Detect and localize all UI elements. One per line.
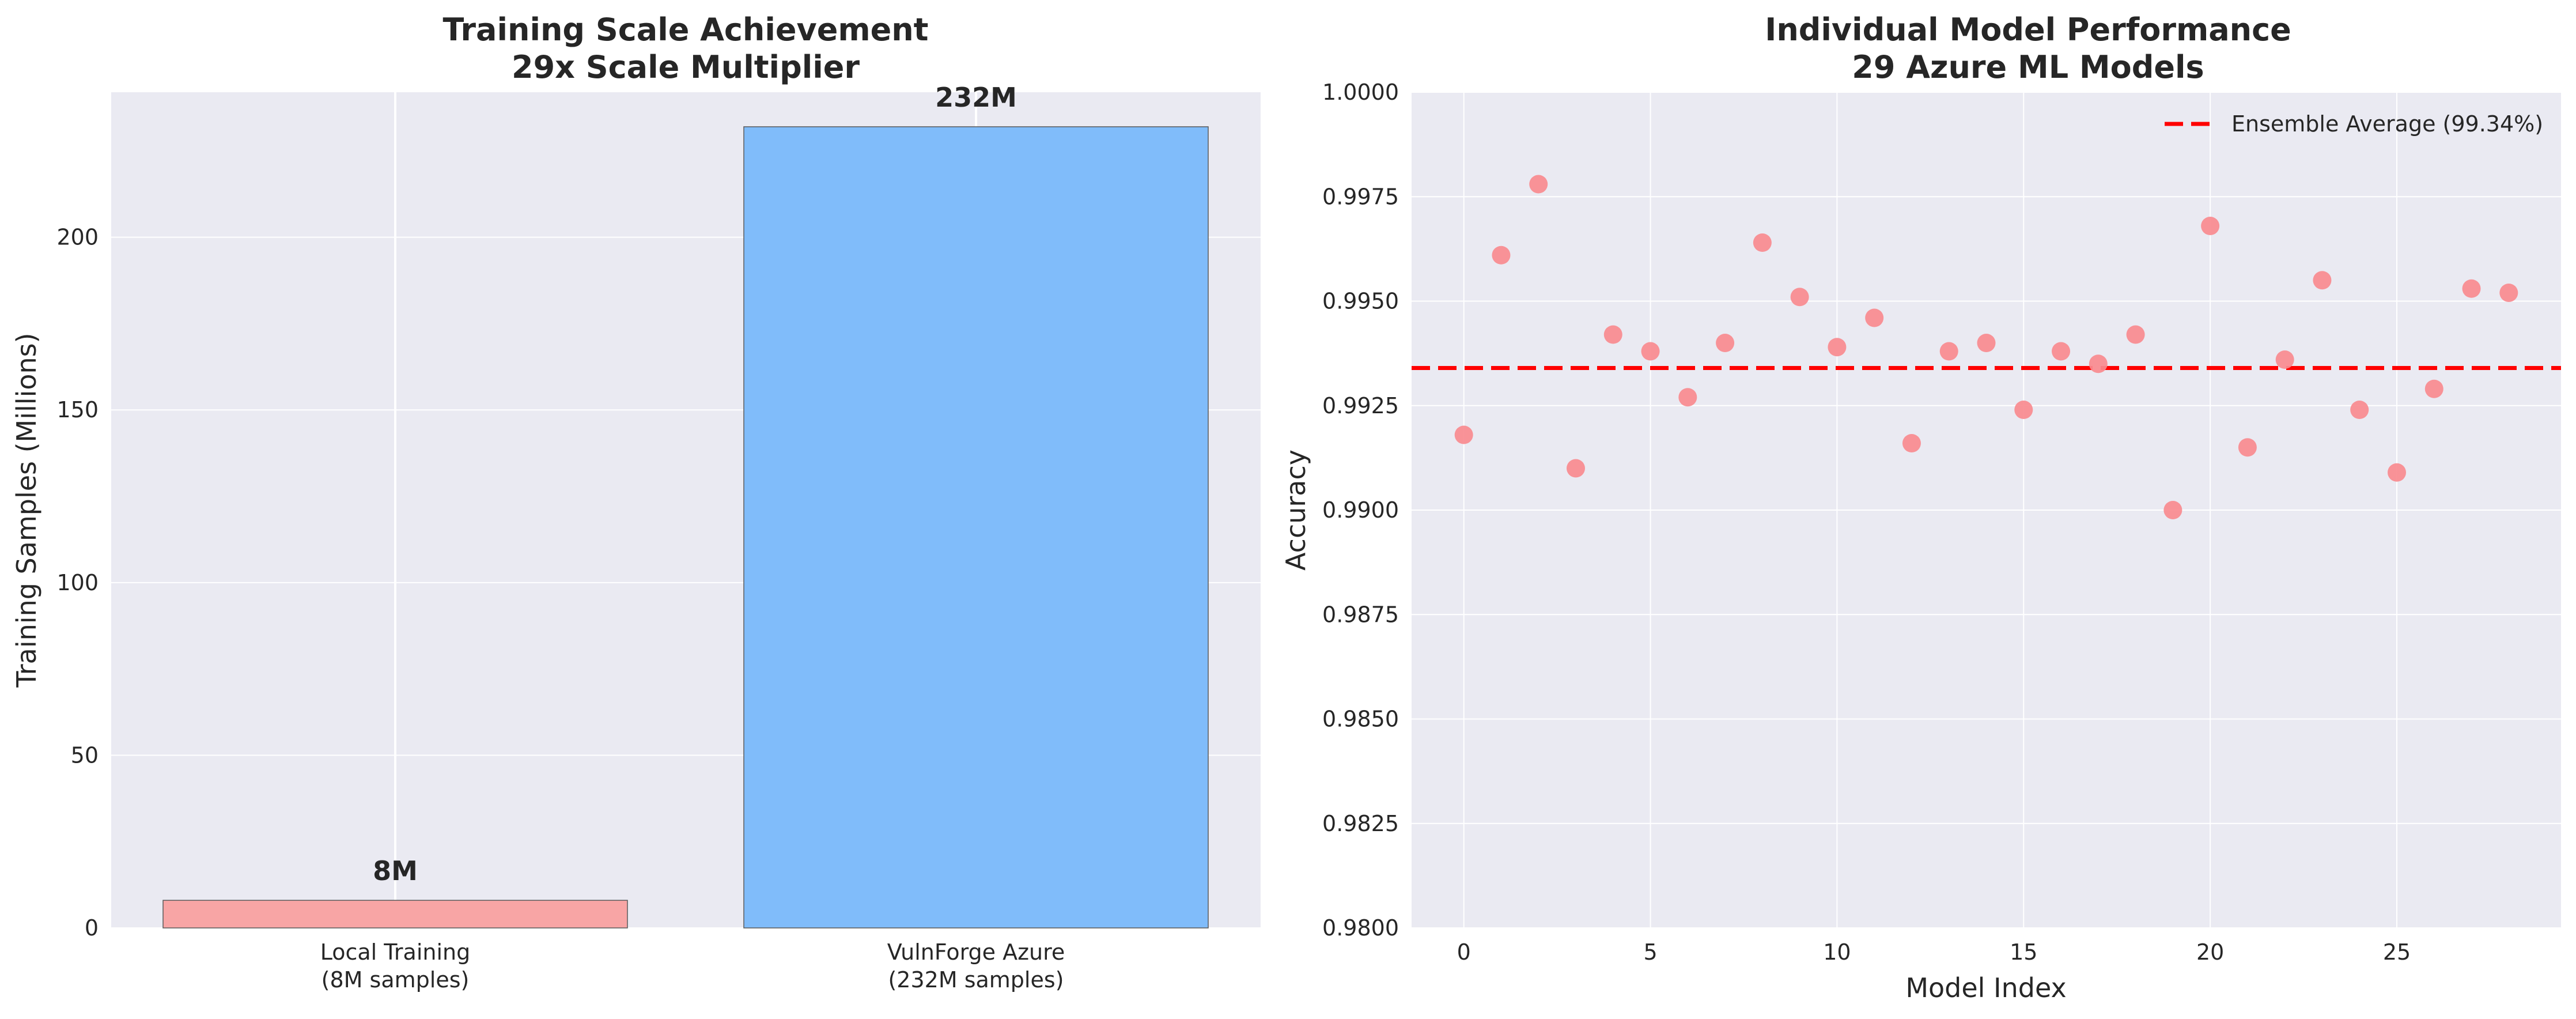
scatter-point — [1716, 334, 1735, 352]
scatter-point — [2163, 501, 2182, 519]
scatter-point — [2014, 401, 2033, 419]
scatter-chart-panel: Individual Model Performance 29 Azure ML… — [1280, 12, 2561, 1003]
y-tick-label: 0.9950 — [1322, 289, 1399, 314]
bar-value-label: 8M — [373, 855, 418, 886]
scatter-point — [1828, 338, 1847, 357]
y-tick-label: 0.9875 — [1322, 602, 1399, 627]
scatter-chart-x-ticks: 0 5 10 15 20 25 — [1457, 939, 2411, 965]
scatter-point — [2275, 350, 2294, 369]
scatter-point — [1939, 342, 1958, 361]
scatter-chart-y-axis-label: Accuracy — [1280, 450, 1311, 571]
bar-chart-bars — [162, 126, 1209, 929]
scatter-chart-title: Individual Model Performance — [1765, 12, 2291, 48]
x-tick-label: VulnForge Azure — [887, 939, 1065, 965]
scatter-point — [1641, 342, 1660, 361]
scatter-point — [2313, 271, 2332, 290]
y-tick-label: 0.9975 — [1322, 184, 1399, 209]
x-tick-label: 0 — [1457, 939, 1471, 965]
bar-chart-title: Training Scale Achievement — [443, 12, 929, 48]
scatter-point — [2238, 438, 2257, 457]
scatter-point — [1454, 425, 1473, 444]
y-tick-label: 50 — [71, 742, 99, 768]
scatter-point — [2388, 463, 2406, 482]
bar — [743, 126, 1209, 929]
scatter-point — [2126, 325, 2145, 344]
scatter-point — [2499, 284, 2518, 302]
bar-chart-subtitle: 29x Scale Multiplier — [512, 49, 860, 85]
x-tick-label: (232M samples) — [888, 967, 1064, 992]
x-tick-label: 20 — [2196, 939, 2224, 965]
scatter-point — [2350, 401, 2369, 419]
bar-chart-data-labels: 8M 232M — [373, 82, 1017, 886]
scatter-point — [1603, 325, 1622, 344]
y-tick-label: 100 — [56, 570, 99, 595]
x-tick-label: 10 — [1823, 939, 1851, 965]
scatter-chart-legend: Ensemble Average (99.34%) — [2165, 111, 2543, 137]
y-tick-label: 200 — [56, 225, 99, 250]
y-tick-label: 150 — [56, 397, 99, 422]
x-tick-label: 5 — [1643, 939, 1657, 965]
y-tick-label: 0.9850 — [1322, 707, 1399, 732]
scatter-point — [1567, 459, 1585, 478]
scatter-point — [1753, 233, 1772, 252]
y-tick-label: 0 — [85, 915, 99, 941]
x-tick-label: 15 — [2010, 939, 2037, 965]
y-tick-label: 1.0000 — [1322, 80, 1399, 105]
scatter-point — [2424, 379, 2443, 398]
scatter-point — [2201, 217, 2220, 235]
bar-chart-panel: Training Scale Achievement 29x Scale Mul… — [11, 12, 1261, 992]
scatter-point — [2052, 342, 2071, 361]
scatter-chart-points — [1454, 175, 2518, 519]
bar-value-label: 232M — [935, 82, 1017, 113]
scatter-chart-subtitle: 29 Azure ML Models — [1852, 49, 2204, 85]
x-tick-label: Local Training — [320, 939, 471, 965]
y-tick-label: 0.9825 — [1322, 811, 1399, 836]
scatter-point — [1678, 388, 1697, 407]
bar-chart-y-ticks: 0 50 100 150 200 — [56, 225, 99, 941]
y-tick-label: 0.9800 — [1322, 915, 1399, 941]
scatter-point — [1902, 434, 1921, 452]
scatter-point — [1529, 175, 1548, 194]
y-tick-label: 0.9925 — [1322, 393, 1399, 418]
scatter-point — [2462, 279, 2481, 298]
scatter-point — [2089, 354, 2108, 373]
x-tick-label: 25 — [2383, 939, 2411, 965]
scatter-point — [1492, 246, 1511, 265]
bar — [162, 900, 628, 929]
scatter-point — [1865, 308, 1884, 327]
x-tick-label: (8M samples) — [321, 967, 470, 992]
bar-chart-x-ticks: Local Training(8M samples) VulnForge Azur… — [320, 939, 1065, 992]
legend-entry-ensemble-average: Ensemble Average (99.34%) — [2231, 111, 2543, 137]
bar-chart-y-axis-label: Training Samples (Millions) — [11, 333, 42, 688]
scatter-point — [1977, 334, 1996, 352]
y-tick-label: 0.9900 — [1322, 497, 1399, 523]
scatter-chart-x-axis-label: Model Index — [1905, 972, 2066, 1003]
scatter-point — [1790, 288, 1809, 307]
scatter-chart-y-ticks: 0.9800 0.9825 0.9850 0.9875 0.9900 0.9925 0.99… — [1322, 80, 1399, 941]
